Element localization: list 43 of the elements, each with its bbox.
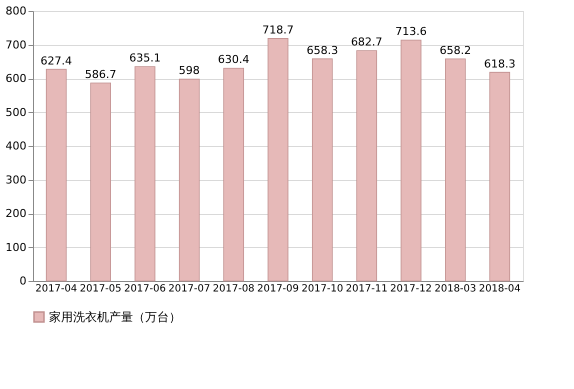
x-tick-label: 2018-03 — [434, 284, 476, 294]
bar — [400, 40, 422, 282]
x-tick-label: 2017-12 — [390, 284, 432, 294]
y-tick-label: 0 — [20, 274, 26, 288]
bar — [312, 58, 333, 282]
bar — [489, 72, 510, 282]
x-tick-label: 2018-04 — [478, 284, 521, 294]
y-tick-label: 200 — [6, 207, 26, 220]
data-label: 658.2 — [440, 44, 472, 57]
data-label: 586.7 — [84, 68, 116, 81]
data-label: 630.4 — [218, 53, 250, 66]
x-tick-label: 2017-04 — [35, 284, 78, 294]
bar — [223, 68, 244, 282]
data-label: 618.3 — [484, 57, 516, 70]
x-tick-label: 2017-05 — [80, 284, 122, 294]
data-label: 598 — [178, 64, 200, 78]
y-tick-label: 100 — [6, 240, 26, 254]
data-label: 627.4 — [40, 54, 72, 68]
bar — [268, 38, 288, 282]
bar — [445, 58, 466, 282]
y-tick-label: 700 — [6, 38, 26, 52]
x-tick-label: 2017-06 — [124, 284, 166, 294]
bar — [178, 78, 200, 282]
x-tick-label: 2017-09 — [257, 284, 299, 294]
bar — [356, 50, 378, 282]
bar — [90, 82, 111, 282]
bar — [46, 68, 67, 282]
bar — [134, 66, 156, 282]
y-tick-label: 300 — [6, 173, 26, 186]
x-tick-label: 2017-08 — [212, 284, 255, 294]
x-tick-label: 2017-07 — [168, 284, 210, 294]
data-label: 635.1 — [129, 52, 161, 65]
y-tick-label: 500 — [6, 106, 26, 119]
x-tick-label: 2017-11 — [346, 284, 388, 294]
data-label: 658.3 — [306, 44, 338, 57]
data-label: 682.7 — [350, 36, 382, 49]
y-tick-label: 600 — [6, 72, 26, 85]
data-label: 718.7 — [262, 23, 294, 36]
x-tick-label: 2017-10 — [301, 284, 344, 294]
y-tick-label: 800 — [6, 4, 26, 18]
legend-label: 家用洗衣机产量（万台） — [49, 310, 181, 324]
y-tick-label: 400 — [6, 140, 26, 152]
data-label: 713.6 — [395, 25, 427, 38]
